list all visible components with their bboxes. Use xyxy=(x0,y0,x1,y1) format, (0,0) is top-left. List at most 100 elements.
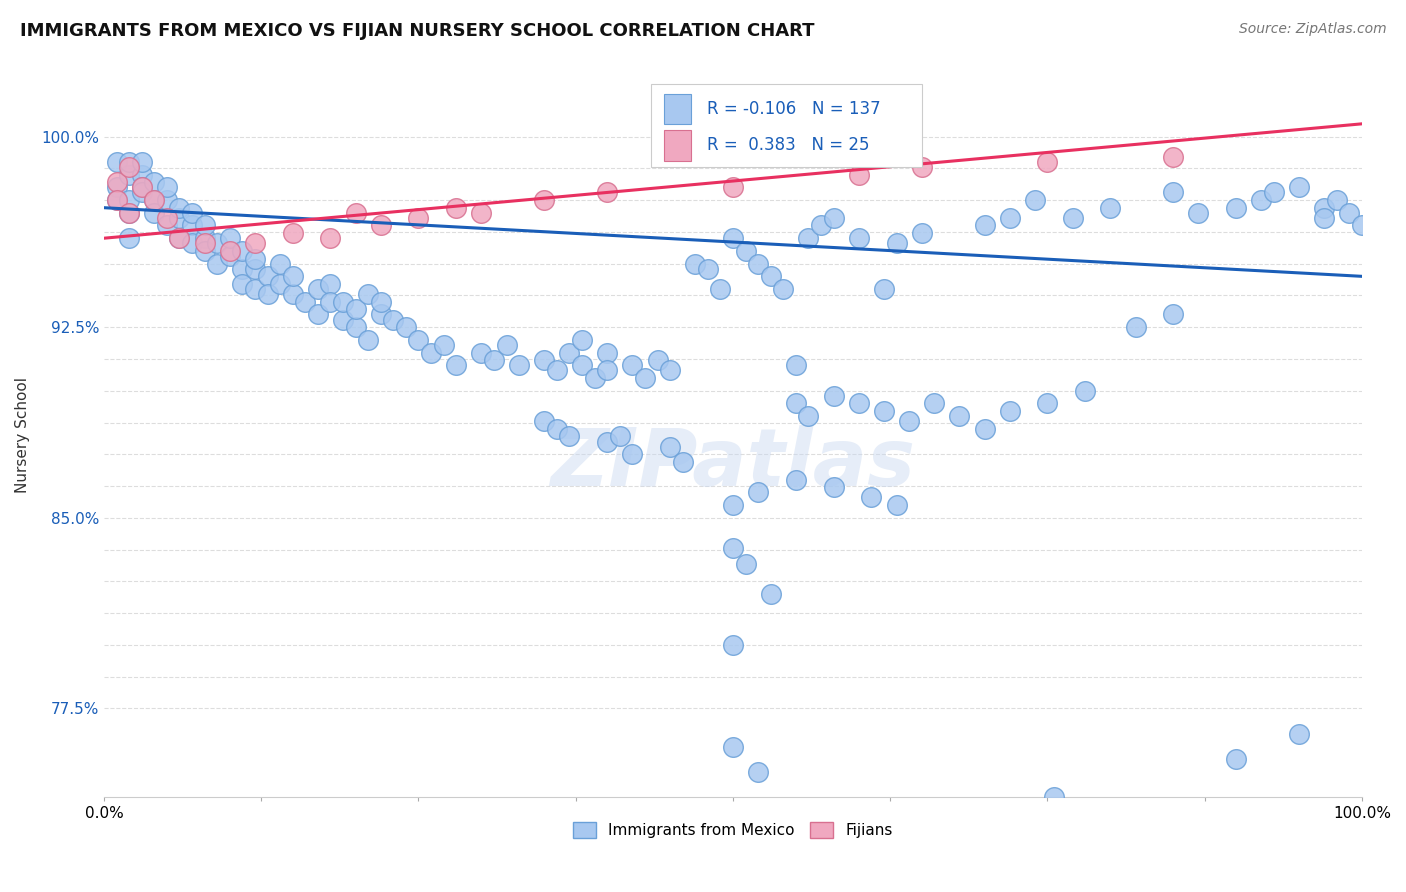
Point xyxy=(873,404,896,418)
Point xyxy=(205,257,228,271)
Point xyxy=(231,244,253,258)
Point xyxy=(1187,206,1209,220)
Point xyxy=(647,353,669,368)
Point xyxy=(558,429,581,443)
Point xyxy=(118,206,141,220)
Point xyxy=(370,308,392,322)
Text: R =  0.383   N = 25: R = 0.383 N = 25 xyxy=(707,136,869,154)
Bar xyxy=(664,130,692,161)
Point xyxy=(1313,211,1336,225)
Bar xyxy=(664,94,692,124)
Point xyxy=(408,333,430,347)
Point xyxy=(672,455,695,469)
Point xyxy=(1099,201,1122,215)
Point xyxy=(734,557,756,571)
Point xyxy=(281,226,304,240)
Point xyxy=(922,396,945,410)
Point xyxy=(911,160,934,174)
Point xyxy=(118,231,141,245)
Point xyxy=(721,638,744,652)
Point xyxy=(823,480,845,494)
Point xyxy=(156,219,179,233)
Point xyxy=(269,257,291,271)
Point xyxy=(1062,211,1084,225)
Text: IMMIGRANTS FROM MEXICO VS FIJIAN NURSERY SCHOOL CORRELATION CHART: IMMIGRANTS FROM MEXICO VS FIJIAN NURSERY… xyxy=(20,22,814,40)
Point xyxy=(433,338,456,352)
Point xyxy=(143,193,166,207)
Point xyxy=(344,302,367,317)
Point xyxy=(281,269,304,284)
Point xyxy=(596,345,619,359)
Point xyxy=(721,231,744,245)
Point xyxy=(231,261,253,276)
Point xyxy=(546,422,568,436)
Point xyxy=(105,193,128,207)
Point xyxy=(307,308,329,322)
Point xyxy=(533,193,555,207)
Point xyxy=(169,231,191,245)
Point xyxy=(998,404,1021,418)
Point xyxy=(269,277,291,291)
Point xyxy=(344,320,367,334)
Point xyxy=(1288,180,1310,194)
Point xyxy=(319,231,342,245)
Point xyxy=(1339,206,1361,220)
Point xyxy=(118,168,141,182)
Point xyxy=(683,257,706,271)
Point xyxy=(319,277,342,291)
Point xyxy=(420,345,443,359)
Point xyxy=(482,353,505,368)
Point xyxy=(508,359,530,373)
Point xyxy=(772,282,794,296)
Point xyxy=(747,257,769,271)
Point xyxy=(194,231,217,245)
Point xyxy=(721,541,744,556)
Point xyxy=(948,409,970,424)
Point xyxy=(205,236,228,251)
Point xyxy=(1313,201,1336,215)
Point xyxy=(370,219,392,233)
Point xyxy=(1161,150,1184,164)
Point xyxy=(1263,186,1285,200)
Point xyxy=(734,244,756,258)
Point xyxy=(143,175,166,189)
Point xyxy=(118,206,141,220)
Point xyxy=(1161,186,1184,200)
Point xyxy=(823,389,845,403)
Point xyxy=(848,396,870,410)
Point xyxy=(1024,193,1046,207)
Point xyxy=(118,160,141,174)
Text: R = -0.106   N = 137: R = -0.106 N = 137 xyxy=(707,100,880,119)
Point xyxy=(1351,219,1374,233)
Point xyxy=(444,359,467,373)
Point xyxy=(332,294,354,309)
Point xyxy=(621,359,644,373)
Point xyxy=(1250,193,1272,207)
Point xyxy=(886,236,908,251)
Text: Source: ZipAtlas.com: Source: ZipAtlas.com xyxy=(1239,22,1386,37)
Point xyxy=(533,414,555,428)
Point xyxy=(169,231,191,245)
Bar xyxy=(651,84,922,167)
Point xyxy=(1125,320,1147,334)
Point xyxy=(131,168,153,182)
Point xyxy=(231,277,253,291)
Point xyxy=(1042,790,1064,805)
Point xyxy=(382,312,405,326)
Point xyxy=(721,180,744,194)
Point xyxy=(143,193,166,207)
Point xyxy=(281,287,304,301)
Point xyxy=(973,422,995,436)
Point xyxy=(105,155,128,169)
Point xyxy=(370,294,392,309)
Point xyxy=(243,282,266,296)
Point xyxy=(1225,752,1247,766)
Point xyxy=(357,287,380,301)
Point xyxy=(332,312,354,326)
Point xyxy=(181,206,204,220)
Point xyxy=(243,252,266,266)
Point xyxy=(596,434,619,449)
Point xyxy=(860,491,883,505)
Point xyxy=(709,282,731,296)
Point xyxy=(218,249,240,263)
